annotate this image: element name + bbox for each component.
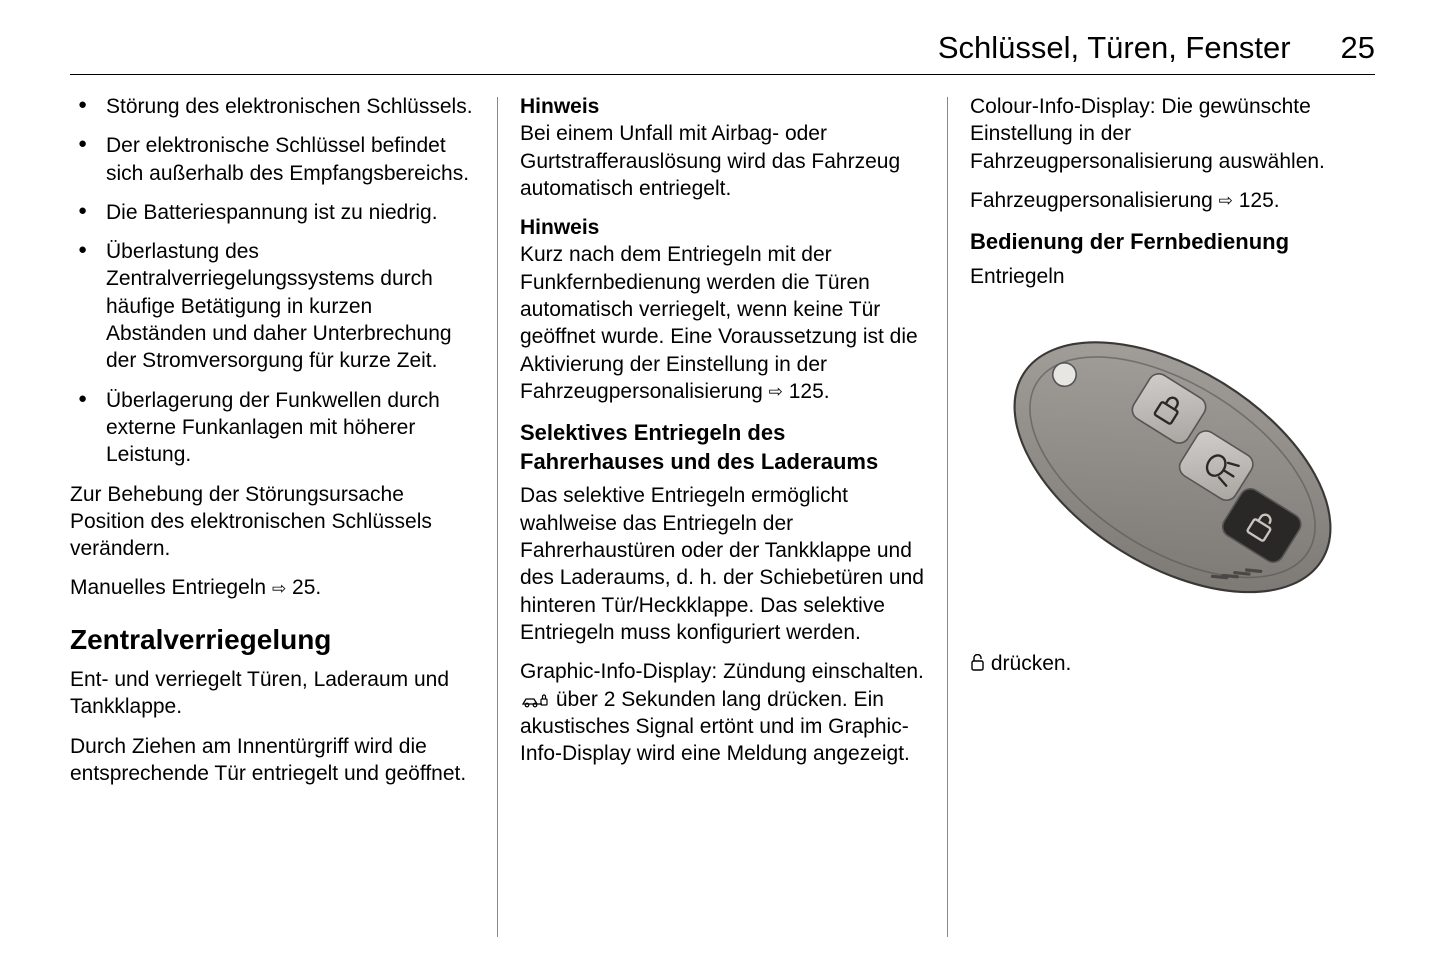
subsection-heading: Bedienung der Fernbedienung: [970, 228, 1375, 257]
note-text: Kurz nach dem Entriegeln mit der Funkfer…: [520, 243, 918, 402]
paragraph: Colour-Info-Display: Die gewünschte Eins…: [970, 93, 1375, 175]
note-label: Hinweis: [520, 216, 599, 239]
key-fob-illustration: [970, 302, 1375, 632]
note-label: Hinweis: [520, 95, 599, 118]
reference-arrow-icon: ⇨: [769, 381, 783, 403]
fault-list: Störung des elektronischen Schlüssels. D…: [70, 93, 475, 469]
paragraph: Manuelles Entriegeln ⇨ 25.: [70, 574, 475, 601]
paragraph: Durch Ziehen am Innentürgriff wird die e…: [70, 733, 475, 788]
list-item: Störung des elektronischen Schlüssels.: [70, 93, 475, 120]
paragraph: Zur Behebung der Störungsursache Positio…: [70, 481, 475, 563]
column-1: Störung des elektronischen Schlüssels. D…: [70, 93, 497, 937]
note-block: Hinweis Bei einem Unfall mit Airbag- ode…: [520, 93, 925, 202]
paragraph: Das selektive Entriegeln ermöglicht wahl…: [520, 482, 925, 646]
paragraph: drücken.: [970, 650, 1375, 677]
sub-heading: Entriegeln: [970, 263, 1375, 290]
list-item: Überlastung des Zentralverriegelungssyst…: [70, 238, 475, 374]
car-lock-icon: [520, 688, 556, 711]
paragraph: Graphic-Info-Display: Zündung einschalte…: [520, 658, 925, 767]
list-item: Überlagerung der Funkwellen durch extern…: [70, 387, 475, 469]
reference-arrow-icon: ⇨: [272, 578, 286, 600]
content-columns: Störung des elektronischen Schlüssels. D…: [70, 93, 1375, 937]
reference-arrow-icon: ⇨: [1219, 190, 1233, 212]
manual-page: Schlüssel, Türen, Fenster 25 Störung des…: [0, 0, 1445, 977]
note-block: Hinweis Kurz nach dem Entriegeln mit der…: [520, 214, 925, 405]
note-text: Bei einem Unfall mit Airbag- oder Gurtst…: [520, 122, 900, 200]
list-item: Der elektronische Schlüssel befindet sic…: [70, 132, 475, 187]
column-3: Colour-Info-Display: Die gewünschte Eins…: [948, 93, 1375, 937]
unlock-icon: [970, 652, 991, 675]
paragraph: Ent- und verriegelt Türen, Laderaum und …: [70, 666, 475, 721]
paragraph: Fahrzeugpersonalisierung ⇨ 125.: [970, 187, 1375, 214]
section-heading: Zentralverriegelung: [70, 622, 475, 658]
page-header: Schlüssel, Türen, Fenster 25: [70, 30, 1375, 75]
column-2: Hinweis Bei einem Unfall mit Airbag- ode…: [498, 93, 947, 937]
list-item: Die Batteriespannung ist zu niedrig.: [70, 199, 475, 226]
header-title: Schlüssel, Türen, Fenster: [938, 30, 1291, 66]
page-number: 25: [1341, 30, 1375, 66]
subsection-heading: Selektives Entriegeln des Fahrerhauses u…: [520, 419, 925, 476]
